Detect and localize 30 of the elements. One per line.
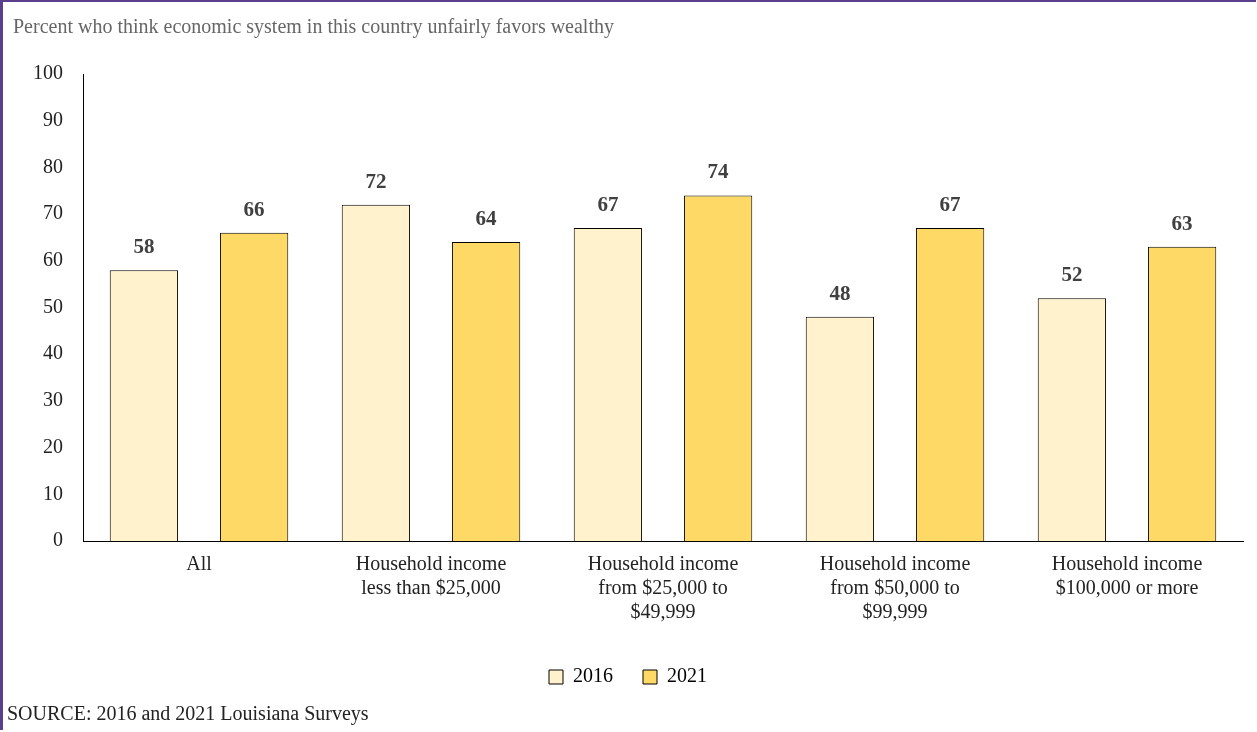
y-tick-label: 70 xyxy=(43,201,63,224)
chart-title: Percent who think economic system in this country unfairly favors wealthy xyxy=(13,15,614,39)
data-label: 63 xyxy=(1171,210,1193,235)
y-tick-label: 20 xyxy=(43,434,63,457)
x-tick-label: Household income less than $25,000 xyxy=(355,552,507,599)
y-tick-label: 40 xyxy=(43,341,63,364)
data-label: 72 xyxy=(365,168,387,193)
y-tick-label: 60 xyxy=(43,248,63,271)
data-label: 74 xyxy=(707,159,730,184)
source-note: SOURCE: 2016 and 2021 Louisiana Surveys xyxy=(7,702,369,725)
y-tick-label: 90 xyxy=(43,107,63,130)
legend-label: 2021 xyxy=(667,664,707,687)
x-tick-label: Household income from $25,000 to $49,999 xyxy=(587,552,739,623)
x-tick-label: All xyxy=(186,552,213,575)
y-tick-label: 100 xyxy=(33,61,63,84)
data-label: 48 xyxy=(829,280,851,305)
y-tick-label: 10 xyxy=(43,481,63,504)
data-label: 58 xyxy=(133,234,155,259)
y-tick-label: 30 xyxy=(43,388,63,411)
data-label: 64 xyxy=(475,206,498,231)
y-tick-label: 0 xyxy=(53,528,63,551)
x-tick-label: Household income $100,000 or more xyxy=(1051,552,1203,599)
x-tick-label: Household income from $50,000 to $99,999 xyxy=(819,552,971,623)
data-label: 67 xyxy=(939,192,961,217)
data-label: 52 xyxy=(1061,262,1083,287)
data-label: 67 xyxy=(597,192,619,217)
y-tick-label: 50 xyxy=(43,294,63,317)
legend-label: 2016 xyxy=(573,664,613,687)
data-label: 66 xyxy=(243,196,265,221)
y-tick-label: 80 xyxy=(43,154,63,177)
